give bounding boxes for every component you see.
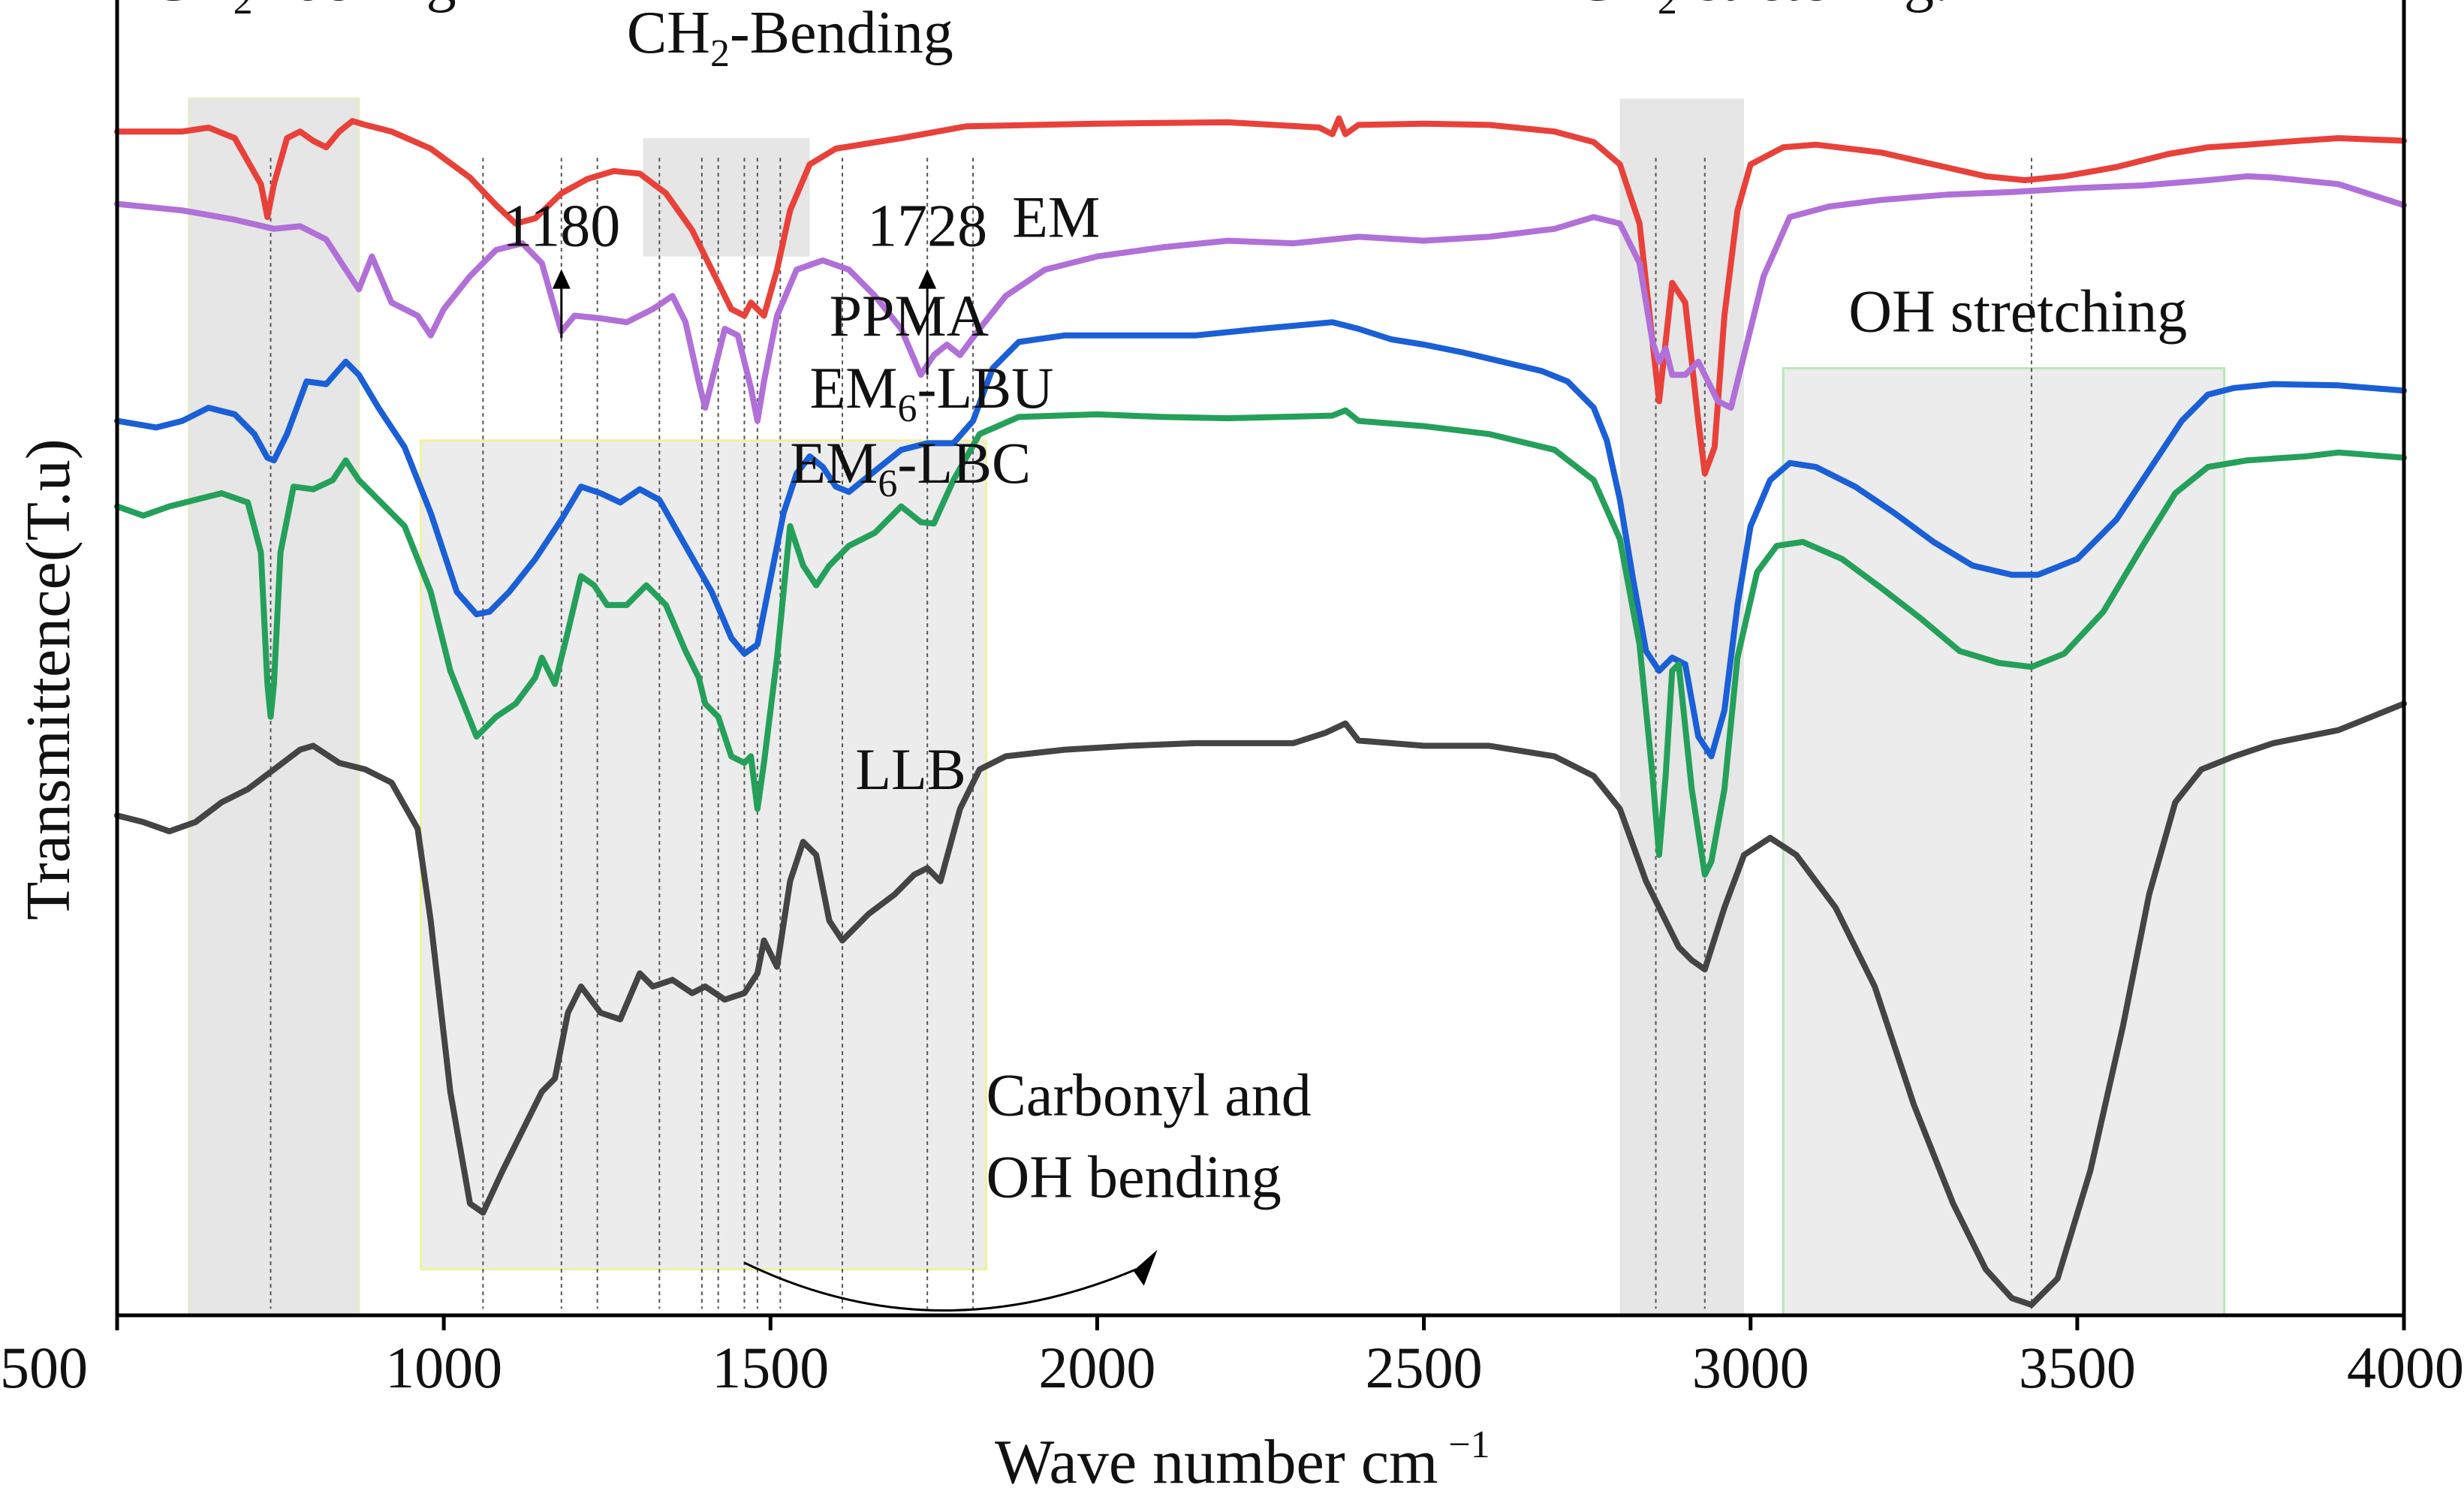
region-label-tail: -stretching.: [1677, 0, 1949, 14]
annotations: EMPPMAEM6-LBUEM6-LBCLLBCH2-rockingCH2-Be…: [150, 0, 2187, 1312]
series-label-tail: -LBU: [917, 355, 1054, 420]
region-label-main: CH: [1574, 0, 1658, 14]
x-tick-label-1500: 1500: [712, 1335, 829, 1400]
region-label-carbonyl-line2: OH bending: [986, 1144, 1281, 1210]
series-label-em6-lbu: EM6-LBU: [810, 355, 1054, 430]
series-line-em6-lbu: [114, 319, 2407, 760]
region-label-ch2-bending: CH2-Bending: [627, 0, 953, 75]
peak-label-1728: 1728: [867, 194, 987, 260]
region-label-main: OH bending: [986, 1144, 1281, 1210]
series-label-main: EM: [1012, 184, 1100, 249]
region-label-main: OH stretching: [1848, 279, 2187, 345]
x-tick-label-3000: 3000: [1692, 1335, 1809, 1400]
x-axis-title: Wave number cm −1: [995, 1423, 1490, 1494]
region-label-sub: 2: [710, 32, 730, 75]
curved-arrow: [743, 1261, 1137, 1312]
x-axis-title-main: Wave number cm: [995, 1427, 1438, 1494]
region-label-ch2-rocking: CH2-rocking: [150, 0, 456, 23]
shaded-region-3: [420, 439, 987, 1271]
series-line-em6-lbc: [114, 407, 2407, 878]
x-axis-title-superscript: −1: [1448, 1423, 1490, 1466]
x-tick-label-3500: 3500: [2019, 1335, 2136, 1400]
region-label-oh-stretching: OH stretching: [1848, 279, 2187, 345]
region-label-sub: 2: [233, 0, 253, 23]
region-label-main: CH: [150, 0, 233, 14]
region-label-sub: 2: [1658, 0, 1677, 23]
region-label-tail: -Bending: [730, 0, 953, 66]
series-label-sub: 6: [898, 387, 917, 430]
x-tick-label-1000: 1000: [385, 1335, 502, 1400]
axes: [115, 0, 2406, 1318]
region-label-main: Carbonyl and: [986, 1063, 1311, 1129]
region-label-ch2-stretching: CH2-stretching.: [1574, 0, 1949, 23]
series-label-main: LLB: [855, 736, 965, 802]
series-label-main: EM: [810, 355, 898, 420]
peak-arrowhead-1180: [552, 269, 571, 289]
x-ticks: 500 1000 1500 2000 2500 3000 3500 4000: [0, 1315, 2464, 1400]
y-axis-title: Transmittence(T.u): [14, 438, 83, 920]
series-label-em6-lbc: EM6-LBC: [790, 430, 1031, 505]
series-line-em: [114, 115, 2407, 477]
series-label-main: EM: [790, 430, 878, 495]
region-label-carbonyl-line1: Carbonyl and: [986, 1063, 1311, 1129]
x-tick-label-4000: 4000: [2347, 1335, 2464, 1400]
series-label-sub: 6: [878, 462, 897, 505]
series-label-main: PPMA: [830, 283, 989, 348]
x-tick-label-2500: 2500: [1366, 1335, 1483, 1400]
curved-arrowhead: [1133, 1249, 1158, 1286]
peak-label-1180: 1180: [502, 194, 620, 260]
x-tick-label-500: 500: [0, 1335, 88, 1400]
series-label-llb: LLB: [855, 736, 965, 802]
series-label-ppma: PPMA: [830, 283, 989, 348]
x-tick-label-2000: 2000: [1038, 1335, 1155, 1400]
shaded-region-5: [1782, 367, 2226, 1317]
series-label-tail: -LBC: [897, 430, 1031, 495]
peak-arrowhead-1728: [918, 269, 937, 289]
region-label-main: CH: [627, 0, 710, 66]
region-label-tail: -rocking: [253, 0, 456, 14]
series-line-llb: [114, 700, 2407, 1308]
series-label-em: EM: [1012, 184, 1100, 249]
